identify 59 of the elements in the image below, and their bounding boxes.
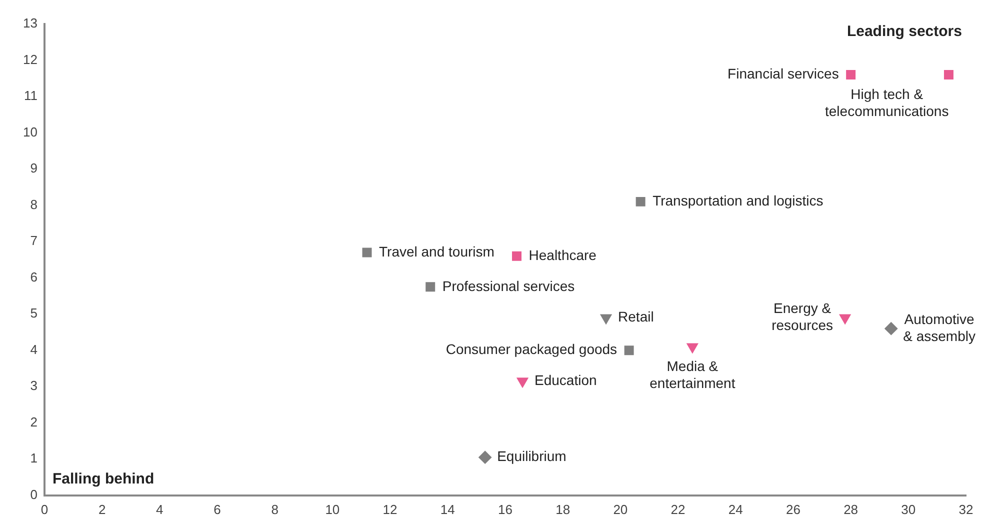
x-tick-label: 18 bbox=[556, 502, 570, 517]
point bbox=[478, 450, 492, 464]
x-tick-label: 8 bbox=[271, 502, 278, 517]
annotation: Healthcare bbox=[528, 246, 597, 263]
x-tick-label: 20 bbox=[613, 502, 628, 517]
x-tick-label: 14 bbox=[440, 502, 455, 517]
y-tick-label: 12 bbox=[22, 52, 38, 67]
x-tick-label: 26 bbox=[786, 502, 800, 517]
annotation: Leading sectors bbox=[846, 23, 962, 40]
annotation: Automotive & assembly bbox=[903, 310, 976, 344]
y-tick-label: 5 bbox=[30, 306, 38, 321]
point bbox=[884, 322, 898, 336]
x-tick-label: 0 bbox=[40, 502, 48, 517]
annotation: Consumer packaged goods bbox=[446, 341, 618, 358]
annotation: Financial services bbox=[728, 66, 839, 82]
annotation: Travel and tourism bbox=[378, 243, 494, 260]
point bbox=[944, 70, 954, 80]
y-tick-label: 6 bbox=[30, 269, 38, 284]
y-tick-label: 2 bbox=[30, 414, 38, 430]
x-tick-label: 22 bbox=[670, 502, 686, 517]
point bbox=[636, 196, 646, 206]
annotation: Energy & resources bbox=[772, 300, 834, 334]
point bbox=[839, 314, 851, 324]
annotation: Media & entertainment bbox=[650, 358, 736, 392]
x-tick-label: 30 bbox=[901, 502, 916, 517]
x-tick-label: 24 bbox=[728, 502, 743, 517]
y-tick-label: 3 bbox=[30, 378, 38, 394]
y-tick-label: 13 bbox=[22, 16, 38, 31]
y-tick-label: 7 bbox=[30, 233, 38, 248]
point bbox=[516, 378, 528, 388]
x-tick-label: 10 bbox=[325, 502, 340, 517]
point bbox=[600, 314, 612, 324]
annotation: Transportation and logistics bbox=[652, 192, 824, 209]
x-tick-label: 32 bbox=[958, 502, 974, 517]
point bbox=[846, 70, 856, 80]
x-tick-label: 28 bbox=[844, 502, 858, 517]
y-tick-label: 8 bbox=[30, 196, 38, 212]
point bbox=[426, 282, 436, 292]
annotation: Falling behind bbox=[52, 470, 154, 488]
point bbox=[624, 346, 634, 356]
x-tick-label: 12 bbox=[382, 502, 398, 517]
annotation: High tech & telecommunications bbox=[824, 86, 949, 120]
y-tick-label: 4 bbox=[30, 342, 38, 357]
point bbox=[512, 251, 522, 261]
x-tick-label: 16 bbox=[498, 502, 512, 517]
y-tick-label: 11 bbox=[24, 88, 38, 104]
x-tick-label: 4 bbox=[156, 502, 164, 517]
annotation: Equilibrium bbox=[497, 448, 566, 464]
annotation: Retail bbox=[618, 308, 654, 325]
y-tick-label: 1 bbox=[30, 450, 38, 466]
x-tick-label: 2 bbox=[98, 502, 106, 517]
point bbox=[362, 248, 372, 258]
point bbox=[686, 343, 698, 354]
y-tick-label: 10 bbox=[22, 124, 38, 140]
x-tick-label: 6 bbox=[214, 502, 221, 517]
annotation: Education bbox=[534, 372, 597, 388]
y-tick-label: 9 bbox=[30, 160, 38, 176]
y-tick-label: 0 bbox=[30, 486, 38, 502]
annotation: Professional services bbox=[442, 278, 575, 294]
